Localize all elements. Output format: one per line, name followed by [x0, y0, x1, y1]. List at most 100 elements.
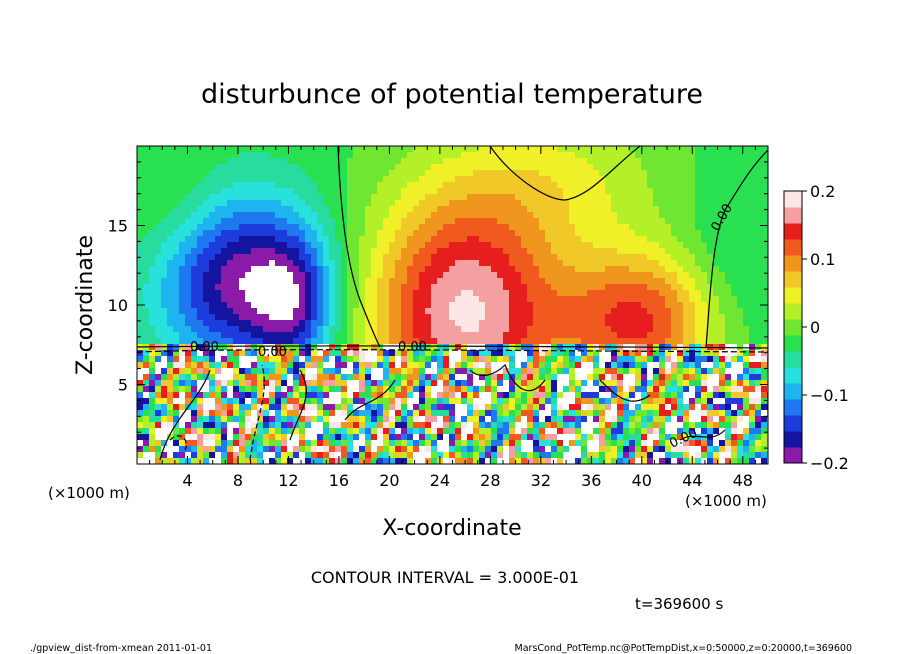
heatmap-cell: [359, 410, 366, 417]
heatmap-cell: [569, 404, 576, 411]
heatmap-cell: [167, 188, 174, 195]
heatmap-cell: [629, 260, 636, 267]
heatmap-cell: [263, 332, 270, 339]
heatmap-cell: [719, 422, 726, 429]
heatmap-cell: [581, 290, 588, 297]
heatmap-cell: [275, 308, 282, 315]
heatmap-cell: [737, 194, 744, 201]
heatmap-cell: [263, 218, 270, 225]
heatmap-cell: [161, 146, 168, 153]
heatmap-cell: [323, 152, 330, 159]
heatmap-cell: [179, 314, 186, 321]
heatmap-cell: [515, 272, 522, 279]
heatmap-cell: [245, 278, 252, 285]
heatmap-cell: [653, 338, 660, 345]
heatmap-cell: [635, 230, 642, 237]
heatmap-cell: [353, 272, 360, 279]
heatmap-cell: [239, 326, 246, 333]
heatmap-cell: [425, 224, 432, 231]
heatmap-cell: [551, 398, 558, 405]
heatmap-cell: [425, 362, 432, 369]
heatmap-cell: [311, 242, 318, 249]
heatmap-cell: [269, 278, 276, 285]
heatmap-cell: [683, 152, 690, 159]
heatmap-cell: [545, 422, 552, 429]
heatmap-cell: [671, 410, 678, 417]
heatmap-cell: [353, 302, 360, 309]
heatmap-cell: [545, 320, 552, 327]
heatmap-cell: [677, 338, 684, 345]
heatmap-cell: [713, 290, 720, 297]
heatmap-cell: [335, 200, 342, 207]
heatmap-cell: [323, 368, 330, 375]
heatmap-cell: [653, 194, 660, 201]
heatmap-cell: [737, 254, 744, 261]
heatmap-cell: [431, 254, 438, 261]
heatmap-cell: [413, 158, 420, 165]
heatmap-cell: [401, 242, 408, 249]
heatmap-cell: [689, 218, 696, 225]
heatmap-cell: [167, 278, 174, 285]
heatmap-cell: [503, 266, 510, 273]
heatmap-cell: [287, 356, 294, 363]
heatmap-cell: [395, 230, 402, 237]
heatmap-cell: [215, 164, 222, 171]
heatmap-cell: [197, 218, 204, 225]
heatmap-cell: [677, 332, 684, 339]
heatmap-cell: [353, 224, 360, 231]
heatmap-cell: [191, 380, 198, 387]
heatmap-cell: [467, 152, 474, 159]
heatmap-cell: [641, 254, 648, 261]
heatmap-cell: [629, 416, 636, 423]
heatmap-cell: [539, 332, 546, 339]
heatmap-cell: [635, 272, 642, 279]
heatmap-cell: [593, 260, 600, 267]
heatmap-cell: [497, 212, 504, 219]
heatmap-cell: [695, 230, 702, 237]
heatmap-cell: [323, 320, 330, 327]
heatmap-cell: [719, 290, 726, 297]
heatmap-cell: [533, 332, 540, 339]
heatmap-cell: [191, 398, 198, 405]
heatmap-cell: [653, 320, 660, 327]
heatmap-cell: [461, 170, 468, 177]
heatmap-cell: [155, 212, 162, 219]
heatmap-cell: [365, 416, 372, 423]
heatmap-cell: [173, 398, 180, 405]
heatmap-cell: [581, 176, 588, 183]
heatmap-cell: [389, 296, 396, 303]
heatmap-cell: [317, 422, 324, 429]
heatmap-cell: [347, 350, 354, 357]
heatmap-cell: [347, 344, 354, 351]
heatmap-cell: [251, 314, 258, 321]
heatmap-cell: [209, 236, 216, 243]
heatmap-cell: [425, 158, 432, 165]
heatmap-cell: [539, 344, 546, 351]
heatmap-cell: [281, 176, 288, 183]
heatmap-cell: [347, 284, 354, 291]
heatmap-cell: [761, 290, 768, 297]
heatmap-cell: [317, 296, 324, 303]
heatmap-cell: [713, 404, 720, 411]
heatmap-cell: [353, 344, 360, 351]
heatmap-cell: [515, 164, 522, 171]
heatmap-cell: [233, 302, 240, 309]
heatmap-cell: [527, 326, 534, 333]
heatmap-cell: [161, 230, 168, 237]
heatmap-cell: [245, 404, 252, 411]
heatmap-cell: [617, 146, 624, 153]
heatmap-cell: [359, 380, 366, 387]
heatmap-cell: [743, 422, 750, 429]
heatmap-cell: [503, 398, 510, 405]
heatmap-cell: [527, 212, 534, 219]
heatmap-cell: [539, 296, 546, 303]
heatmap-cell: [311, 332, 318, 339]
heatmap-cell: [437, 164, 444, 171]
heatmap-cell: [455, 224, 462, 231]
heatmap-cell: [605, 422, 612, 429]
heatmap-cell: [653, 302, 660, 309]
heatmap-cell: [653, 308, 660, 315]
heatmap-cell: [239, 218, 246, 225]
heatmap-cell: [539, 404, 546, 411]
heatmap-cell: [557, 380, 564, 387]
